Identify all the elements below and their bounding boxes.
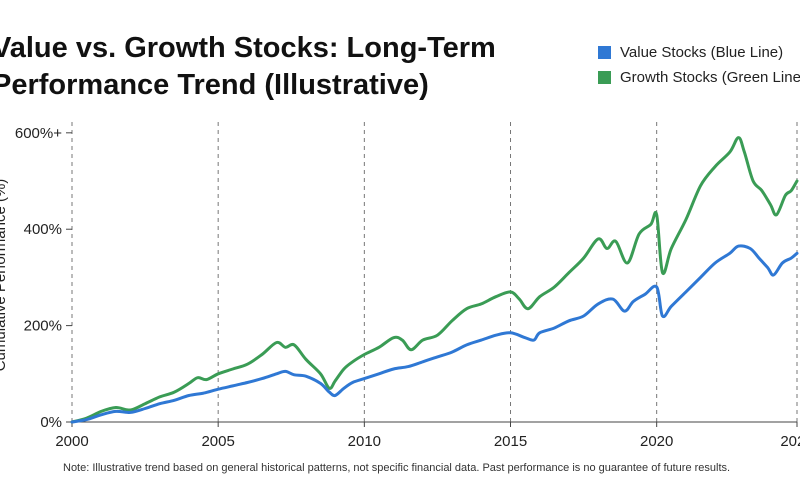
y-tick-label-600: 600%+ xyxy=(15,125,62,142)
gridlines xyxy=(71,122,798,422)
footnote: Note: Illustrative trend based on genera… xyxy=(63,462,731,474)
x-tick-label-2005: 2005 xyxy=(201,433,234,450)
chart-legend: Value Stocks (Blue Line) Growth Stocks (… xyxy=(598,40,800,90)
y-axis-label: Cumulative Performance (%) xyxy=(0,179,9,372)
series-layer xyxy=(70,136,799,424)
x-tick-label-2015: 2015 xyxy=(494,433,527,450)
legend-item-growth: Growth Stocks (Green Line) xyxy=(598,65,800,90)
legend-label-growth: Growth Stocks (Green Line) xyxy=(620,69,800,86)
x-tick-label-2020: 2020 xyxy=(640,433,673,450)
y-tick-label-0: 0% xyxy=(40,414,62,431)
legend-item-value: Value Stocks (Blue Line) xyxy=(598,40,800,65)
x-tick-label-2025: 2025 xyxy=(780,433,800,450)
x-axis-ticks: 2000 2005 2010 2015 2020 2025 xyxy=(55,422,800,450)
y-tick-label-200: 200% xyxy=(24,318,62,335)
legend-label-value: Value Stocks (Blue Line) xyxy=(620,44,784,61)
x-tick-label-2000: 2000 xyxy=(55,433,88,450)
x-tick-label-2010: 2010 xyxy=(348,433,381,450)
series-line-value xyxy=(70,244,799,424)
legend-swatch-growth xyxy=(598,71,611,84)
series-line-growth xyxy=(70,136,799,424)
legend-swatch-value xyxy=(598,46,611,59)
chart-title: Value vs. Growth Stocks: Long-Term Perfo… xyxy=(0,32,496,101)
y-axis-ticks: 0% 200% 400% 600%+ xyxy=(15,125,72,431)
y-tick-label-400: 400% xyxy=(24,221,62,238)
